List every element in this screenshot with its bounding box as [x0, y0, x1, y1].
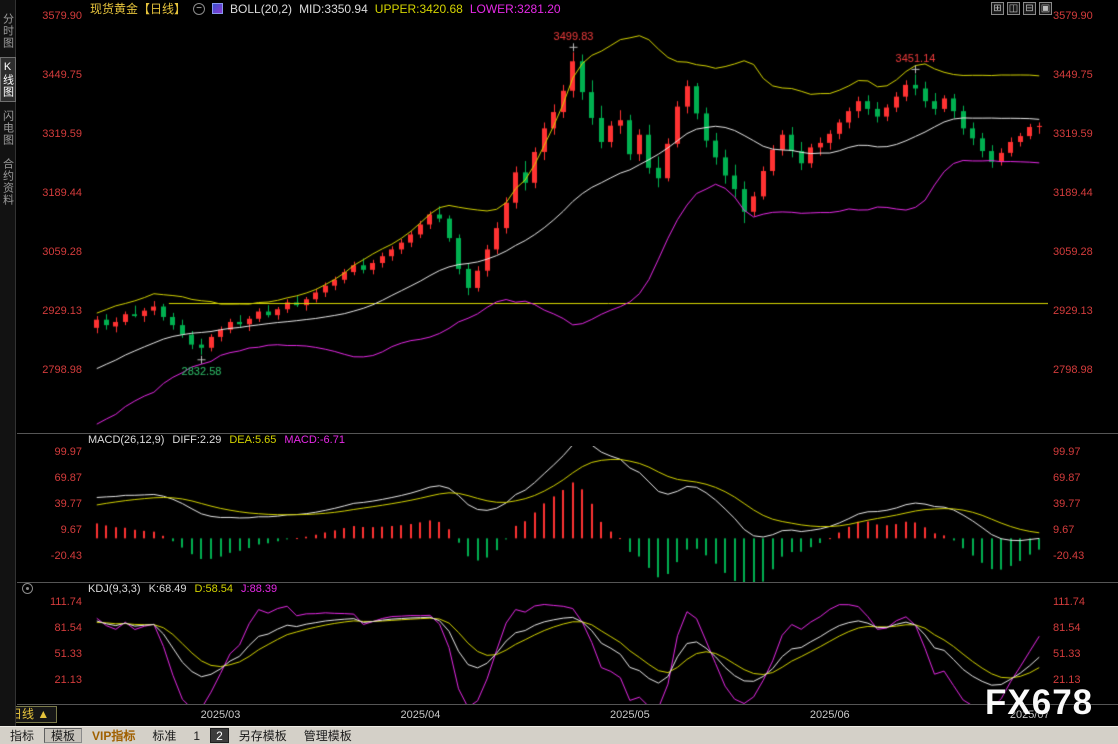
- y-axis-tick-left: 21.13: [54, 674, 82, 686]
- y-axis-tick-right: 21.13: [1053, 674, 1081, 686]
- kdj-d-value: D:58.54: [194, 583, 234, 595]
- chart-header: 现货黄金【日线】 BOLL(20,2) MID:3350.94 UPPER:34…: [90, 1, 561, 17]
- layout-1-button[interactable]: 1: [193, 729, 201, 743]
- x-axis-label: 2025/03: [200, 709, 241, 721]
- y-axis-tick-left: 111.74: [49, 596, 82, 608]
- panel-separator: [17, 704, 1118, 705]
- kdj-panel-canvas[interactable]: [88, 596, 1048, 704]
- boll-indicator-icon[interactable]: [212, 3, 224, 14]
- y-axis-tick-left: 51.33: [54, 648, 82, 660]
- y-axis-tick-right: 81.54: [1053, 622, 1081, 634]
- boll-upper-value: UPPER:3420.68: [374, 1, 463, 16]
- y-axis-tick-left: 3059.28: [42, 246, 82, 258]
- y-axis-tick-left: 3189.44: [42, 187, 82, 199]
- y-axis-tick-right: 9.67: [1053, 524, 1075, 536]
- kdj-j-value: J:88.39: [241, 583, 278, 595]
- kdj-settings-icon[interactable]: [22, 583, 33, 594]
- boll-label: BOLL(20,2): [230, 1, 293, 16]
- y-axis-tick-right: 51.33: [1053, 648, 1081, 660]
- y-axis-tick-left: 3319.59: [42, 128, 82, 140]
- layout-rows-icon[interactable]: [1023, 2, 1036, 15]
- kdj-label: KDJ(9,3,3): [88, 583, 141, 595]
- y-axis-tick-left: 9.67: [60, 524, 82, 536]
- macd-panel-canvas[interactable]: [88, 446, 1048, 582]
- sidebar-item-time-share-chart[interactable]: 分时图: [1, 13, 14, 49]
- y-axis-tick-left: 3579.90: [42, 10, 82, 22]
- symbol-title: 现货黄金【日线】: [90, 2, 187, 16]
- bottom-toolbar: 指标 模板 VIP指标 标准 1 2 另存模板 管理模板: [0, 726, 1118, 744]
- zoom-out-icon[interactable]: [193, 2, 206, 15]
- layout-2-button[interactable]: 2: [210, 728, 229, 743]
- chart-type-sidebar: 分时图 K线图 闪电图 合约资料: [0, 0, 16, 726]
- y-axis-tick-right: 3059.28: [1053, 246, 1093, 258]
- boll-mid-value: MID:3350.94: [299, 1, 368, 16]
- panel-separator: [17, 433, 1118, 434]
- boll-lower-value: LOWER:3281.20: [469, 1, 561, 16]
- y-axis-tick-right: 3319.59: [1053, 128, 1093, 140]
- y-axis-tick-left: 81.54: [54, 622, 82, 634]
- y-axis-tick-right: 3579.90: [1053, 10, 1093, 22]
- macd-value: MACD:-6.71: [284, 434, 345, 446]
- standard-button[interactable]: 标准: [152, 729, 177, 743]
- x-axis-label: 2025/05: [609, 709, 650, 721]
- y-axis-tick-right: 3189.44: [1053, 187, 1093, 199]
- y-axis-tick-left: 99.97: [54, 446, 82, 458]
- layout-switcher: [991, 2, 1052, 15]
- macd-header: MACD(26,12,9) DIFF:2.29 DEA:5.65 MACD:-6…: [88, 434, 345, 446]
- vip-indicators-button[interactable]: VIP指标: [92, 729, 136, 743]
- macd-dea-value: DEA:5.65: [229, 434, 277, 446]
- x-axis-label: 2025/06: [809, 709, 850, 721]
- x-axis-label: 2025/04: [400, 709, 441, 721]
- candlestick-chart-canvas[interactable]: [88, 17, 1048, 433]
- layout-columns-icon[interactable]: [1007, 2, 1020, 15]
- fx678-watermark: FX678: [985, 683, 1094, 722]
- y-axis-tick-left: 39.77: [54, 498, 82, 510]
- y-axis-tick-left: 3449.75: [42, 69, 82, 81]
- kdj-header: KDJ(9,3,3) K:68.49 D:58.54 J:88.39: [88, 583, 277, 595]
- y-axis-tick-right: 2798.98: [1053, 364, 1093, 376]
- layout-grid-icon[interactable]: [991, 2, 1004, 15]
- sidebar-item-flash-chart[interactable]: 闪电图: [1, 110, 14, 146]
- manage-template-button[interactable]: 管理模板: [303, 729, 352, 743]
- templates-button[interactable]: 模板: [44, 728, 83, 743]
- y-axis-tick-left: -20.43: [50, 550, 82, 562]
- y-axis-tick-left: 69.87: [54, 472, 82, 484]
- macd-diff-value: DIFF:2.29: [172, 434, 222, 446]
- kdj-k-value: K:68.49: [148, 583, 187, 595]
- y-axis-tick-right: 111.74: [1053, 596, 1086, 608]
- save-template-as-button[interactable]: 另存模板: [238, 729, 287, 743]
- y-axis-tick-right: 39.77: [1053, 498, 1081, 510]
- y-axis-tick-left: 2798.98: [42, 364, 82, 376]
- panel-separator: [17, 582, 1118, 583]
- x-axis: 2025/03 2025/04 2025/05 2025/06 2025/07: [88, 705, 1048, 725]
- x-axis-label: 2025/07: [1009, 709, 1048, 721]
- macd-label: MACD(26,12,9): [88, 434, 165, 446]
- y-axis-tick-right: 69.87: [1053, 472, 1081, 484]
- y-axis-tick-right: -20.43: [1053, 550, 1085, 562]
- indicators-button[interactable]: 指标: [10, 729, 35, 743]
- sidebar-item-contract-info[interactable]: 合约资料: [1, 158, 14, 206]
- y-axis-tick-left: 2929.13: [42, 305, 82, 317]
- y-axis-tick-right: 2929.13: [1053, 305, 1093, 317]
- layout-single-icon[interactable]: [1039, 2, 1052, 15]
- sidebar-item-kline-chart[interactable]: K线图: [0, 57, 16, 102]
- y-axis-tick-right: 99.97: [1053, 446, 1081, 458]
- y-axis-tick-right: 3449.75: [1053, 69, 1093, 81]
